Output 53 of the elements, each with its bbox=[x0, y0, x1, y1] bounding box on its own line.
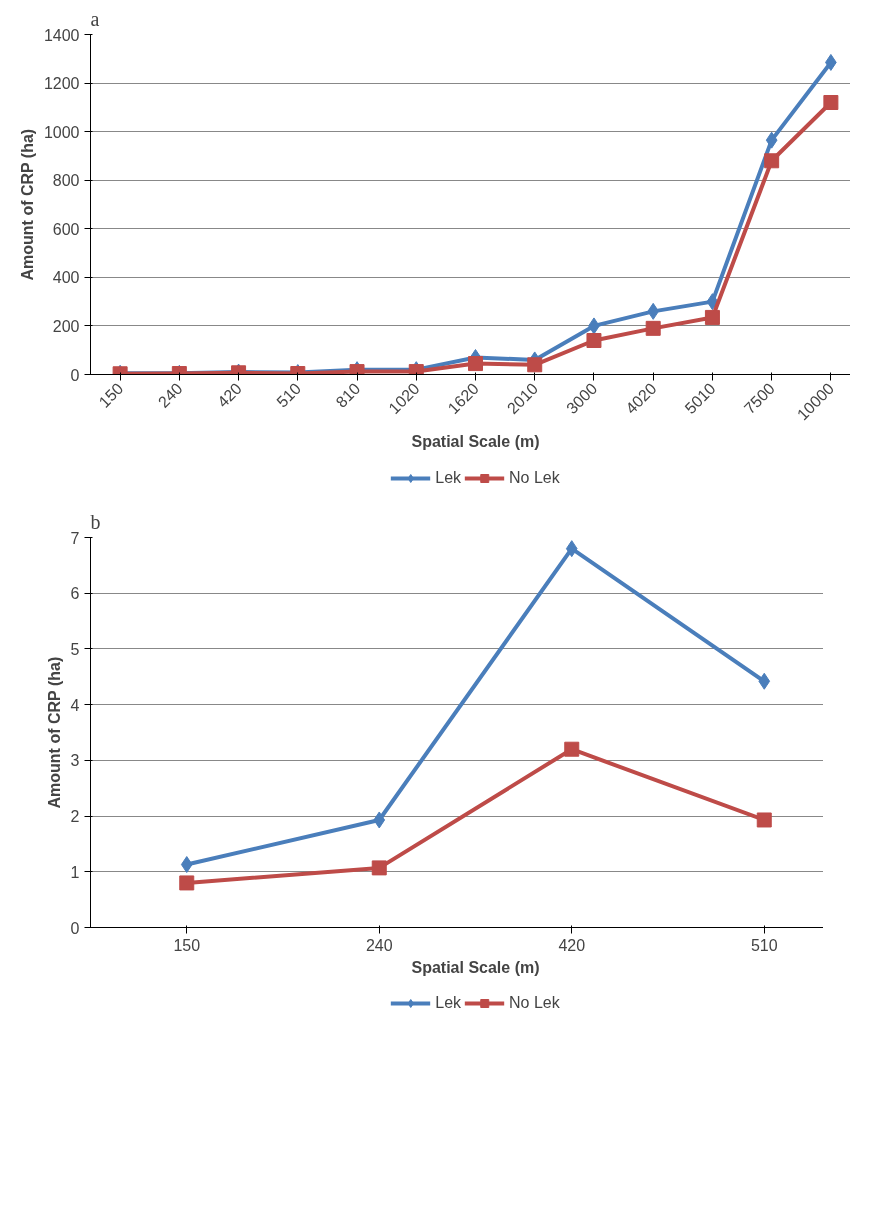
legend-label: No Lek bbox=[509, 469, 560, 487]
x-tick-label: 420 bbox=[558, 936, 586, 954]
point bbox=[758, 672, 771, 690]
y-tick-label: 5 bbox=[70, 640, 80, 658]
y-tick-label: 800 bbox=[52, 172, 80, 190]
point bbox=[704, 309, 720, 325]
point bbox=[764, 153, 780, 169]
x-tick-label: 150 bbox=[95, 379, 127, 411]
point bbox=[179, 875, 195, 891]
chart-title: a bbox=[90, 7, 100, 30]
point bbox=[586, 333, 602, 348]
y-tick-label: 2 bbox=[70, 808, 80, 826]
point bbox=[823, 95, 839, 110]
y-axis-title: Amount of CRP (ha) bbox=[45, 656, 63, 809]
x-tick-label: 240 bbox=[365, 936, 393, 954]
point bbox=[564, 741, 580, 757]
point bbox=[706, 293, 719, 311]
x-tick-label: 420 bbox=[214, 379, 246, 411]
legend-label: Lek bbox=[435, 469, 462, 487]
point bbox=[565, 540, 578, 558]
y-tick-label: 1400 bbox=[43, 26, 80, 44]
y-tick-label: 3 bbox=[70, 752, 80, 770]
y-tick-label: 1 bbox=[70, 863, 80, 881]
x-axis-title: Spatial Scale (m) bbox=[411, 958, 540, 976]
y-tick-label: 200 bbox=[52, 317, 80, 335]
y-tick-label: 1000 bbox=[43, 123, 80, 141]
y-tick-label: 7 bbox=[70, 529, 80, 547]
point bbox=[468, 356, 483, 372]
y-axis-title: Amount of CRP (ha) bbox=[18, 128, 36, 281]
legend-label: No Lek bbox=[509, 994, 560, 1012]
x-tick-label: 240 bbox=[154, 379, 186, 411]
x-tick-label: 510 bbox=[273, 379, 305, 411]
y-tick-label: 600 bbox=[52, 220, 80, 238]
x-tick-label: 150 bbox=[173, 936, 201, 954]
x-tick-label: 810 bbox=[332, 379, 364, 411]
legend-label: Lek bbox=[435, 994, 462, 1012]
point bbox=[756, 812, 772, 828]
y-tick-label: 4 bbox=[70, 696, 80, 714]
point bbox=[371, 860, 387, 876]
y-tick-label: 6 bbox=[70, 585, 80, 603]
y-tick-label: 1200 bbox=[43, 75, 80, 93]
point bbox=[180, 856, 193, 874]
y-tick-label: 0 bbox=[70, 919, 80, 937]
chart-title: b bbox=[90, 510, 101, 533]
point bbox=[373, 811, 386, 829]
y-tick-label: 400 bbox=[52, 269, 80, 287]
point bbox=[527, 357, 543, 373]
point bbox=[765, 131, 778, 149]
point bbox=[647, 302, 660, 320]
y-tick-label: 0 bbox=[70, 366, 80, 384]
x-axis-title: Spatial Scale (m) bbox=[411, 433, 540, 451]
x-tick-label: 510 bbox=[750, 936, 778, 954]
point bbox=[645, 320, 661, 336]
